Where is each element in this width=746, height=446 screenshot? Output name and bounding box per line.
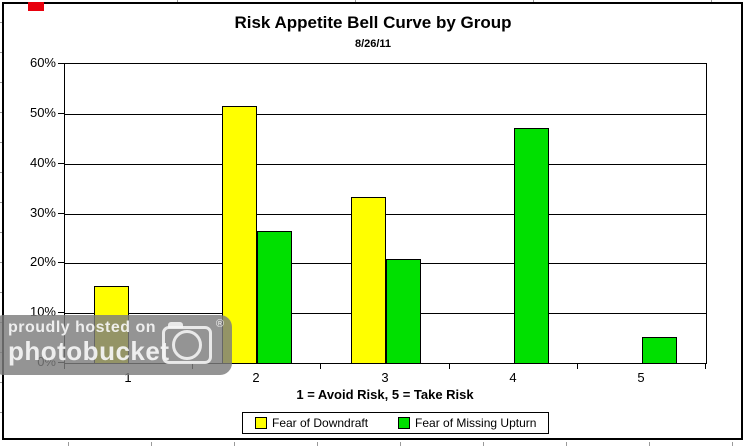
- x-tick-mark-5: [705, 364, 706, 369]
- y-tick-label-60: 60%: [29, 55, 56, 70]
- x-category-label-5: 5: [637, 370, 645, 385]
- y-tick-label-50: 50%: [29, 105, 56, 120]
- sheet-row-mark: [0, 172, 2, 173]
- legend-label: Fear of Missing Upturn: [415, 416, 537, 430]
- x-category-label-3: 3: [381, 370, 389, 385]
- x-tick-mark-3: [449, 364, 450, 369]
- sheet-column-mark: [177, 0, 178, 2]
- chart-title: Risk Appetite Bell Curve by Group: [234, 13, 512, 32]
- sheet-row-mark: [0, 262, 2, 263]
- sheet-row-mark: [0, 142, 2, 143]
- y-tick-mark-30: [58, 213, 64, 214]
- legend: Fear of Downdraft Fear of Missing Upturn: [242, 412, 550, 434]
- red-marker: [28, 2, 44, 11]
- bar-fear-of-downdraft-cat3: [351, 197, 386, 363]
- bar-fear-of-missing-upturn-cat3: [386, 259, 421, 363]
- camera-shutter-bump: [168, 322, 183, 328]
- x-tick-mark-2: [320, 364, 321, 369]
- y-tick-mark-50: [58, 113, 64, 114]
- y-tick-mark-60: [58, 63, 64, 64]
- sheet-column-mark: [317, 442, 318, 446]
- chart-subtitle: 8/26/11: [354, 38, 392, 50]
- sheet-column-mark: [234, 442, 235, 446]
- sheet-row-mark: [0, 382, 2, 383]
- sheet-row-mark: [0, 52, 2, 53]
- registered-trademark-icon: ®: [215, 318, 224, 330]
- sheet-row-mark: [0, 292, 2, 293]
- sheet-column-mark: [68, 442, 69, 446]
- y-tick-mark-40: [58, 163, 64, 164]
- gridline-50: [65, 114, 706, 115]
- bar-fear-of-downdraft-cat2: [222, 106, 257, 363]
- x-category-label-2: 2: [252, 370, 260, 385]
- bar-fear-of-missing-upturn-cat4: [514, 128, 549, 363]
- sheet-column-mark: [483, 442, 484, 446]
- sheet-row-mark: [0, 82, 2, 83]
- sheet-column-mark: [400, 442, 401, 446]
- sheet-column-mark: [533, 0, 534, 2]
- sheet-column-mark: [732, 442, 733, 446]
- legend-item-fear-of-missing-upturn: Fear of Missing Upturn: [398, 416, 536, 430]
- sheet-column-mark: [711, 0, 712, 2]
- photobucket-watermark: proudly hosted on photobucket ®: [0, 315, 232, 375]
- legend-swatch-fear-of-downdraft: [255, 417, 267, 429]
- sheet-column-mark: [355, 0, 356, 2]
- x-axis-title: 1 = Avoid Risk, 5 = Take Risk: [296, 387, 474, 402]
- y-tick-mark-10: [58, 312, 64, 313]
- sheet-row-mark: [0, 202, 2, 203]
- legend-item-fear-of-downdraft: Fear of Downdraft: [255, 416, 368, 430]
- x-category-label-1: 1: [124, 370, 132, 385]
- y-tick-label-40: 40%: [29, 155, 56, 170]
- sheet-column-mark: [151, 442, 152, 446]
- watermark-text: proudly hosted on photobucket: [8, 319, 170, 366]
- gridline-40: [65, 164, 706, 165]
- camera-lens: [172, 330, 202, 360]
- camera-icon: [162, 322, 212, 364]
- watermark-line1: proudly hosted on: [8, 319, 157, 336]
- sheet-row-mark: [0, 412, 2, 413]
- sheet-row-mark: [0, 112, 2, 113]
- y-tick-mark-20: [58, 262, 64, 263]
- y-tick-label-30: 30%: [29, 205, 56, 220]
- sheet-column-mark: [566, 442, 567, 446]
- sheet-row-mark: [0, 22, 2, 23]
- bar-fear-of-missing-upturn-cat5: [642, 337, 677, 363]
- sheet-row-mark: [0, 232, 2, 233]
- x-tick-mark-4: [577, 364, 578, 369]
- legend-swatch-fear-of-missing-upturn: [398, 417, 411, 429]
- bar-fear-of-missing-upturn-cat2: [257, 231, 292, 363]
- watermark-line2: photobucket: [8, 336, 170, 366]
- legend-label: Fear of Downdraft: [272, 416, 369, 430]
- y-tick-label-20: 20%: [29, 254, 56, 269]
- sheet-column-mark: [649, 442, 650, 446]
- x-category-label-4: 4: [509, 370, 517, 385]
